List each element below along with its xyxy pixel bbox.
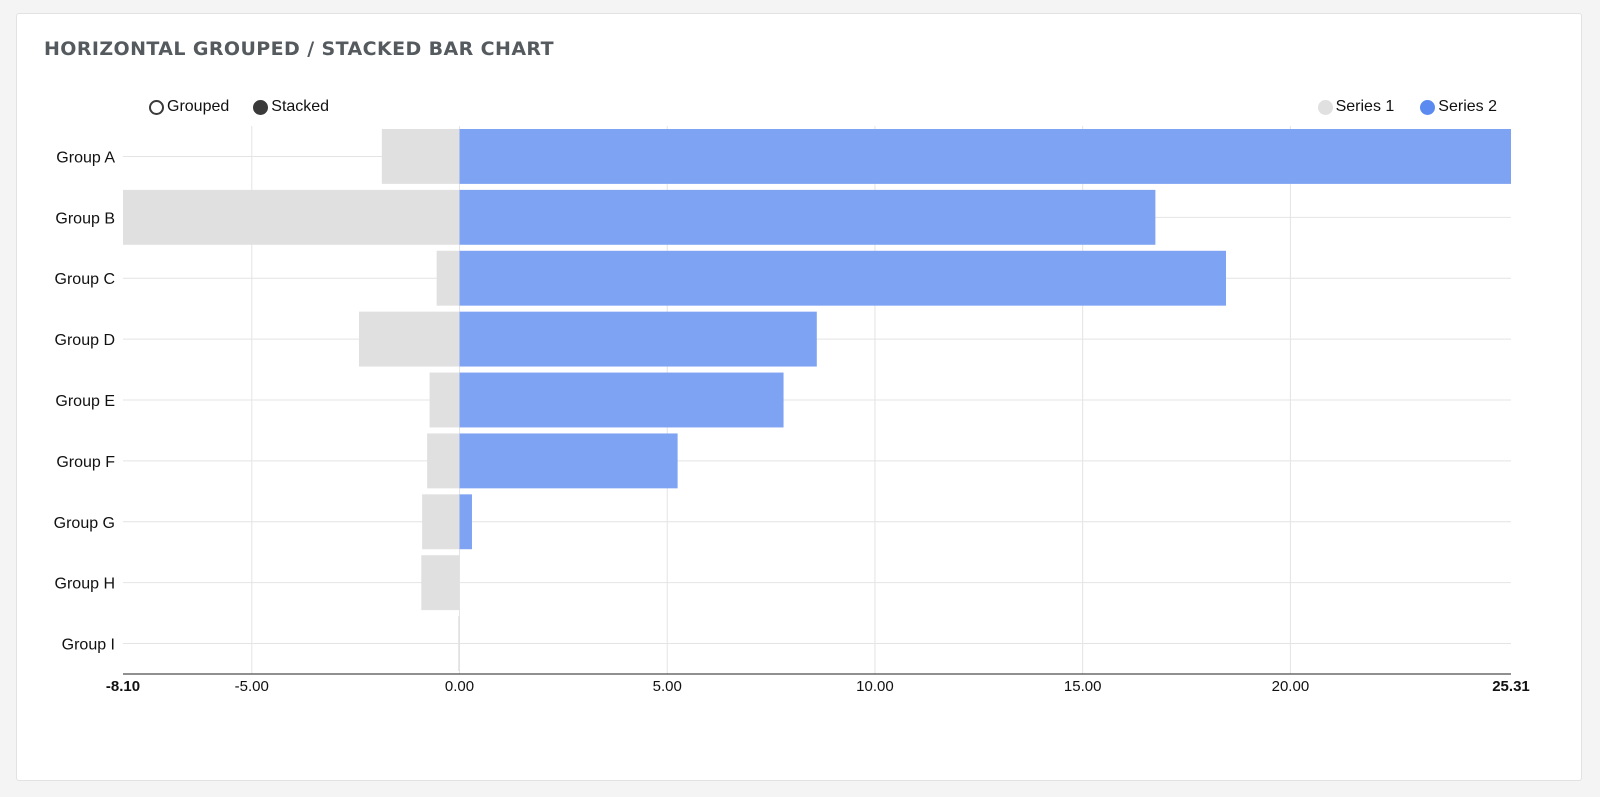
grouped-radio[interactable]: Grouped: [149, 98, 229, 116]
bar-series-1: [429, 372, 460, 428]
stacked-label: Stacked: [271, 98, 330, 115]
legend-label-series-2: Series 2: [1438, 98, 1497, 115]
legend-swatch-series-1: [1317, 99, 1333, 115]
mode-toggle: Grouped Stacked: [149, 98, 353, 116]
bar-series-1: [381, 129, 460, 184]
bar-series-2: [459, 129, 1512, 184]
category-label: Group I: [62, 637, 115, 654]
bar-series-1: [421, 555, 460, 611]
category-label: Group D: [55, 332, 115, 349]
legend-item-series-2[interactable]: Series 2: [1420, 98, 1497, 116]
bar-series-2: [459, 189, 1156, 245]
x-tick-label: -8.10: [106, 678, 140, 695]
category-label: Group F: [56, 454, 115, 471]
bar-series-2: [459, 372, 784, 428]
x-tick-label: 0.00: [445, 678, 474, 695]
x-tick-label: 15.00: [1064, 678, 1102, 695]
grouped-label: Grouped: [167, 98, 230, 115]
bar-series-1: [427, 433, 460, 489]
x-tick-label: 25.31: [1492, 678, 1530, 695]
category-label: Group A: [56, 149, 115, 166]
bar-series-1: [358, 311, 460, 367]
bar-series-2: [459, 250, 1227, 306]
stacked-radio[interactable]: Stacked: [253, 98, 329, 116]
bar-series-1: [123, 189, 460, 245]
category-label: Group H: [55, 576, 115, 593]
bar-series-1: [436, 250, 460, 306]
chart-legend: Series 1 Series 2: [1292, 98, 1497, 116]
chart-card: HORIZONTAL GROUPED / STACKED BAR CHART G…: [16, 13, 1582, 781]
bar-series-1: [422, 494, 460, 550]
x-tick-label: 5.00: [653, 678, 682, 695]
category-label: Group B: [55, 210, 115, 227]
chart-title: HORIZONTAL GROUPED / STACKED BAR CHART: [44, 38, 554, 60]
category-label: Group G: [54, 515, 115, 532]
bar-series-1: [458, 616, 460, 671]
stacked-radio-icon: [253, 99, 269, 115]
x-tick-label: 20.00: [1272, 678, 1310, 695]
grouped-radio-icon: [149, 99, 164, 115]
bar-series-2: [459, 494, 472, 550]
category-label: Group E: [55, 393, 115, 410]
bar-series-2: [459, 433, 678, 489]
bar-series-2: [459, 311, 817, 367]
legend-swatch-series-2: [1420, 99, 1436, 115]
legend-item-series-1[interactable]: Series 1: [1317, 98, 1395, 116]
x-tick-label: -5.00: [235, 678, 269, 695]
category-label: Group C: [55, 271, 115, 288]
legend-label-series-1: Series 1: [1335, 98, 1395, 115]
x-tick-label: 10.00: [856, 678, 894, 695]
bar-chart-plot: Group A Group B Group C Group D Group E Group…: [54, 126, 1530, 695]
